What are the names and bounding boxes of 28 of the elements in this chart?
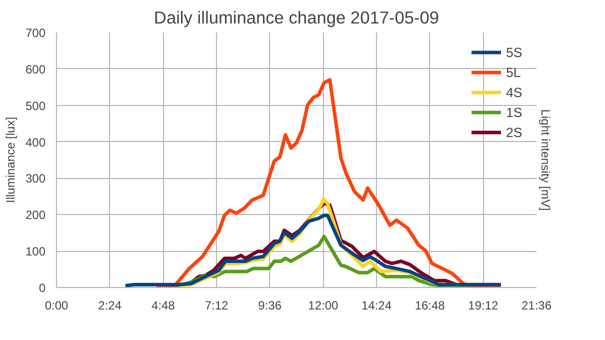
y-tick-label: 300 [25,172,46,186]
legend-label: 4S [506,84,524,100]
x-tick-label: 4:48 [151,298,176,312]
x-tick-label: 7:12 [204,298,229,312]
y-axis-title: Illuminance [lux] [3,116,18,204]
y-tick-label: 100 [25,244,46,259]
x-tick-label: 0:00 [44,298,69,312]
y-tick-label: 500 [25,98,46,113]
legend-label: 2S [506,124,524,140]
line-series [154,78,503,288]
y-tick-label: 700 [25,26,46,40]
y-tick-label: 0 [38,281,46,295]
x-tick-label: 9:36 [258,298,282,312]
legend-label: 1S [506,104,524,120]
x-tick-label: 2:24 [98,298,122,312]
y-tick-label: 400 [25,135,46,150]
x-tick-label: 21:36 [521,298,552,312]
y-tick-label: 200 [25,208,46,222]
line-series [124,214,503,288]
legend-label: 5L [506,64,522,80]
y2-axis-title: Light intensity [mV] [538,109,552,211]
legend-label: 5S [506,44,524,60]
x-tick-label: 16:48 [414,298,446,312]
x-tick-label: 12:00 [308,298,339,312]
chart-title: Daily illuminance change 2017-05-09 [154,8,440,28]
y-tick-label: 600 [25,62,46,76]
x-tick-label: 14:24 [361,298,392,312]
x-tick-label: 19:12 [468,298,499,312]
